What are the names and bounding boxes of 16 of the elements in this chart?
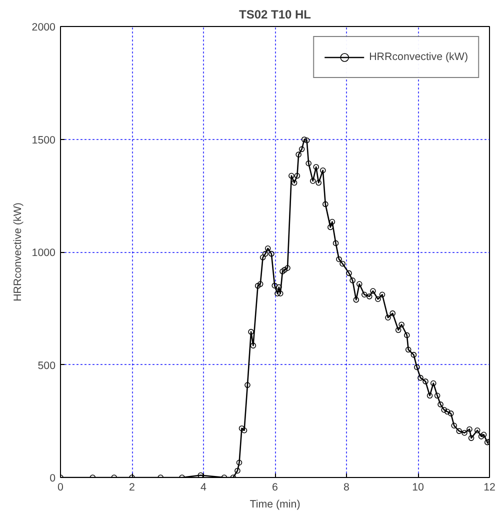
y-tick-label: 1500 — [32, 134, 56, 146]
x-tick-label: 8 — [344, 482, 350, 494]
y-axis-title: HRRconvective (kW) — [12, 202, 24, 302]
x-tick-label: 4 — [200, 482, 207, 494]
x-tick-label: 10 — [412, 482, 424, 494]
y-tick-label: 1000 — [32, 247, 56, 259]
y-tick-label: 2000 — [32, 22, 56, 34]
x-tick-label: 6 — [272, 482, 278, 494]
y-tick-label: 0 — [50, 472, 56, 484]
chart-title: TS02 T10 HL — [238, 8, 312, 22]
x-tick-label: 0 — [58, 482, 64, 494]
x-tick-label: 2 — [129, 482, 136, 494]
y-tick-label: 500 — [38, 360, 56, 372]
legend-label: HRRconvective (kW) — [369, 51, 468, 63]
x-tick-label: 12 — [484, 482, 496, 494]
x-axis-title: Time (min) — [250, 498, 300, 510]
